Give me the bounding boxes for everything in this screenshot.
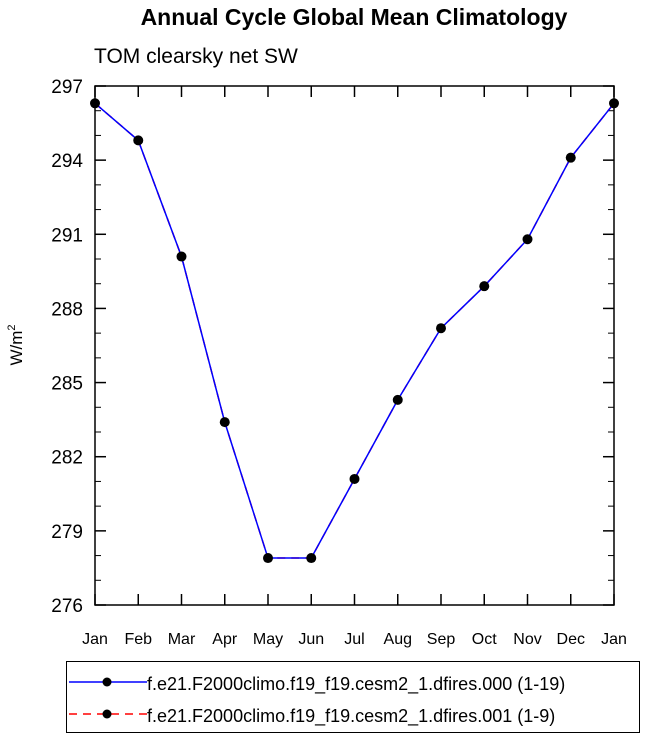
y-axis-label-unit: W/m [7, 331, 26, 366]
x-tick-label: Aug [384, 631, 412, 648]
y-tick-label: 285 [51, 374, 83, 395]
data-point-may-4 [263, 553, 273, 564]
y-axis-label: W/m2 [6, 324, 26, 365]
chart-subtitle: TOM clearsky net SW [94, 45, 298, 68]
data-point-jan-0 [90, 98, 100, 109]
x-tick-label: Apr [212, 631, 238, 648]
x-tick-label: Feb [124, 631, 152, 648]
data-point-mar-2 [176, 251, 187, 262]
data-point-oct-9 [479, 281, 490, 292]
data-point-jun-5 [306, 553, 317, 564]
chart-title: Annual Cycle Global Mean Climatology [141, 4, 568, 30]
data-point-aug-7 [392, 394, 403, 405]
data-point-jan-12 [609, 98, 619, 109]
legend: f.e21.F2000climo.f19_f19.cesm2_1.dfires.… [66, 661, 640, 733]
y-tick-label: 294 [51, 151, 83, 172]
legend-label-000: f.e21.F2000climo.f19_f19.cesm2_1.dfires.… [147, 674, 566, 694]
y-tick-label: 291 [51, 225, 83, 246]
series-layer [90, 98, 619, 564]
legend-item-001: f.e21.F2000climo.f19_f19.cesm2_1.dfires.… [67, 702, 639, 732]
y-tick-label: 279 [51, 522, 83, 543]
data-point-apr-3 [219, 417, 230, 428]
y-tick-label: 288 [51, 299, 83, 320]
y-tick-label: 297 [51, 77, 83, 98]
y-axis-label-exponent: 2 [6, 324, 18, 330]
series-line-1 [94, 102, 615, 559]
x-tick-label: Jun [298, 631, 324, 648]
series-line-0 [94, 102, 615, 559]
legend-swatch-000 [69, 677, 147, 687]
x-tick-label: Jul [344, 631, 364, 648]
x-tick-label: May [253, 631, 283, 648]
y-tick-label: 282 [51, 448, 83, 469]
x-tick-label: Sep [427, 631, 456, 648]
legend-item-000: f.e21.F2000climo.f19_f19.cesm2_1.dfires.… [67, 670, 639, 700]
data-point-nov-10 [522, 234, 533, 245]
data-point-sep-8 [436, 323, 446, 334]
x-tick-label: Mar [168, 631, 196, 648]
axis-ticks: 276 279 282 285 288 291 294 297 Jan Feb Mar Apr May J… [51, 77, 627, 648]
x-tick-label: Dec [557, 631, 585, 648]
plot-frame [94, 85, 615, 606]
legend-label-001: f.e21.F2000climo.f19_f19.cesm2_1.dfires.… [147, 706, 556, 726]
legend-swatch-001 [69, 709, 147, 719]
data-point-dec-11 [565, 152, 576, 163]
y-tick-label: 276 [51, 596, 83, 617]
x-tick-label: Nov [513, 631, 541, 648]
data-point-jul-6 [349, 473, 360, 484]
x-tick-label: Oct [472, 631, 497, 648]
x-tick-label: Jan [601, 631, 627, 648]
data-point-feb-1 [133, 135, 144, 146]
x-tick-label: Jan [82, 631, 108, 648]
